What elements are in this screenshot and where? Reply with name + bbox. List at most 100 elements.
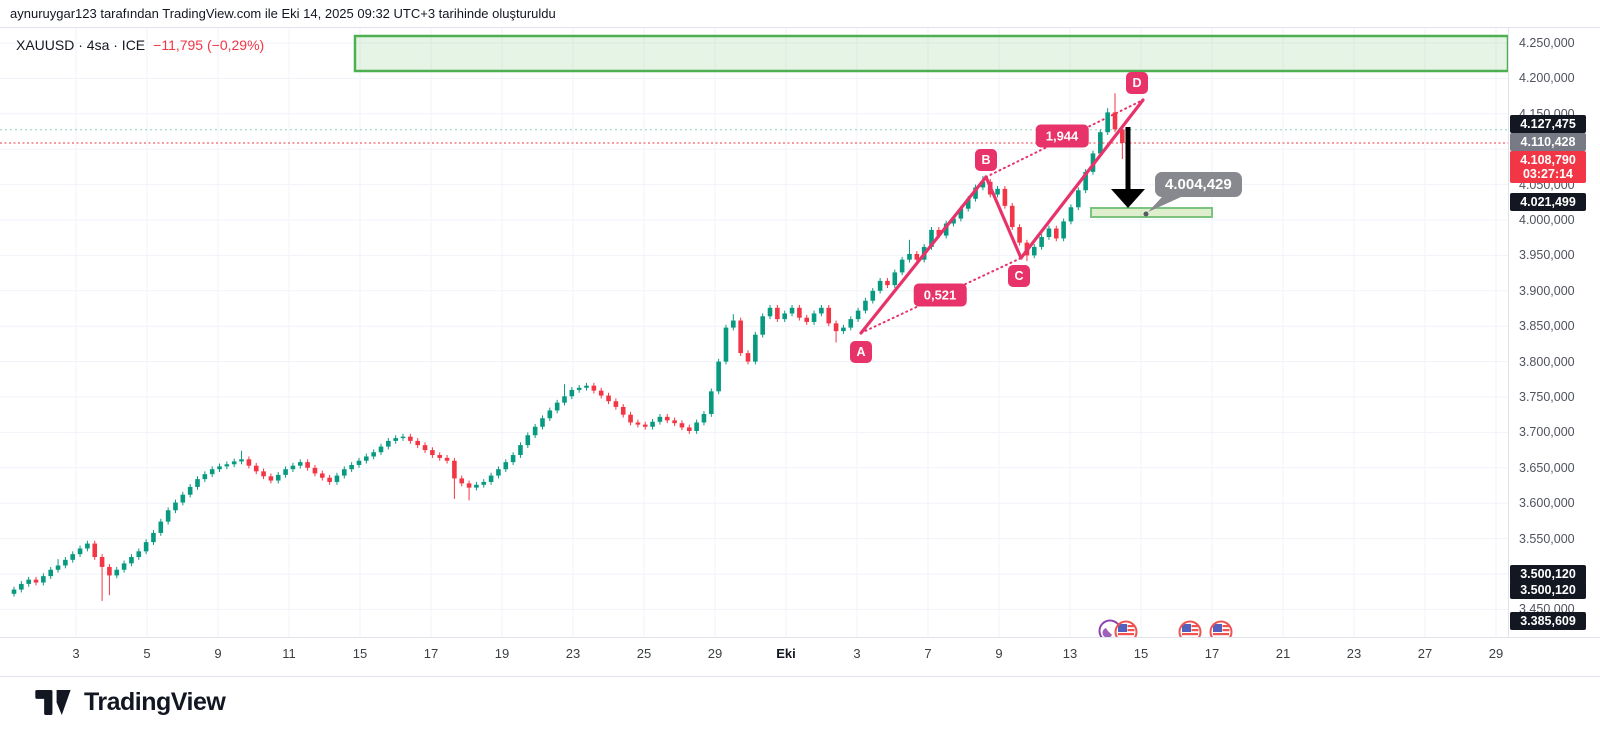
pattern-point-label-A[interactable]: A [850, 341, 872, 363]
candle [1002, 188, 1008, 206]
candle [518, 445, 523, 456]
candle [980, 181, 986, 188]
candle [642, 424, 648, 427]
pattern-point-label-D[interactable]: D [1126, 72, 1148, 94]
candle [620, 406, 626, 415]
candle [70, 554, 76, 560]
time-axis-tick: 7 [924, 646, 932, 661]
candle [819, 307, 824, 314]
candle [114, 569, 120, 576]
pattern-ratio-label[interactable]: 0,521 [913, 283, 967, 307]
pattern-line[interactable] [1019, 98, 1145, 260]
time-axis[interactable]: 3 5 9 11 15 17 19 23 25 29 Eki 3 7 9 13 15 17 21 23 27 29 [0, 637, 1600, 677]
candle [1053, 228, 1059, 239]
time-axis-tick: 5 [143, 646, 151, 661]
time-axis-tick: 9 [214, 646, 222, 661]
zone-rectangle-2[interactable] [1090, 207, 1213, 218]
candle [598, 390, 604, 396]
time-axis-tick: 17 [423, 646, 439, 661]
candle [554, 402, 560, 411]
price-axis-tick: 3.600,000 [1519, 496, 1575, 511]
candle [261, 471, 266, 477]
candle [349, 464, 354, 470]
candle [943, 223, 949, 236]
pattern-ratio-label[interactable]: 1,944 [1035, 124, 1089, 148]
time-axis-tick: 3 [72, 646, 80, 661]
candle [41, 576, 46, 583]
candle [195, 479, 200, 487]
candle [672, 420, 677, 424]
candle [408, 436, 413, 441]
candle [121, 563, 127, 570]
pattern-dotted-line[interactable] [860, 257, 1022, 334]
tooltip-pointer [1148, 197, 1181, 212]
candle [55, 565, 61, 570]
pattern-line[interactable] [984, 175, 1023, 260]
candle [877, 280, 883, 291]
candle [650, 421, 655, 427]
time-axis-tick: 23 [1346, 646, 1362, 661]
symbol-title[interactable]: XAUUSD · 4sa · ICE [16, 37, 146, 53]
candle [1031, 246, 1037, 256]
candle [1068, 207, 1074, 222]
zone-rectangle-1[interactable] [353, 34, 1510, 73]
candle [863, 300, 868, 311]
down-arrow-head[interactable] [1111, 189, 1145, 208]
price-axis-tick: 3.550,000 [1519, 531, 1575, 546]
time-axis-tick: 3 [853, 646, 861, 661]
candle [48, 569, 53, 577]
gridlines [0, 28, 1508, 637]
candle [319, 473, 325, 478]
price-axis-tick: 3.900,000 [1519, 283, 1575, 298]
candle [246, 459, 252, 466]
candle [180, 494, 186, 503]
candle [613, 401, 619, 407]
price-badge: 3.500,120 [1510, 564, 1586, 583]
candle [628, 414, 633, 423]
candle [914, 253, 920, 260]
candle [547, 410, 553, 419]
price-badge: 4.021,499 [1510, 192, 1586, 211]
candle [885, 280, 890, 286]
candle [1105, 112, 1110, 133]
measure-tooltip: 4.004,429 [1155, 172, 1242, 197]
tradingview-logo[interactable]: TradingView [33, 688, 226, 717]
candle [253, 465, 259, 472]
candle [855, 310, 861, 320]
candle [231, 461, 237, 465]
candle [525, 435, 531, 446]
candle [723, 327, 729, 362]
candle [165, 510, 171, 522]
candle [892, 272, 898, 286]
candle [657, 416, 663, 422]
candle [686, 427, 692, 431]
time-axis-tick: 25 [636, 646, 652, 661]
candle [929, 229, 934, 247]
time-axis-tick: 15 [352, 646, 368, 661]
time-axis-tick: 15 [1133, 646, 1149, 661]
price-axis-tick: 4.000,000 [1519, 213, 1575, 227]
candle [92, 543, 98, 558]
price-axis-tick: 3.700,000 [1519, 425, 1575, 440]
candle [437, 455, 443, 458]
pattern-line[interactable] [859, 175, 988, 335]
candle [540, 418, 545, 427]
candle [11, 589, 17, 594]
time-axis-tick: 29 [1488, 646, 1504, 661]
pattern-point-label-B[interactable]: B [975, 149, 997, 171]
tradingview-logo-icon [35, 690, 71, 715]
pattern-point-label-C[interactable]: C [1008, 265, 1030, 287]
candle [136, 551, 142, 558]
candle [209, 469, 215, 475]
price-axis[interactable]: 4.250,000 4.200,000 4.150,000 4.050,000 4.00… [1508, 28, 1600, 637]
candle [797, 307, 802, 318]
symbol-legend[interactable]: XAUUSD · 4sa · ICE −11,795 (−0,29%) [16, 37, 264, 53]
candle [899, 259, 905, 273]
price-axis-tick: 3.850,000 [1519, 319, 1575, 334]
price-axis-tick: 3.800,000 [1519, 354, 1575, 369]
candle [33, 579, 39, 583]
candle [327, 477, 332, 482]
candle [224, 464, 230, 467]
